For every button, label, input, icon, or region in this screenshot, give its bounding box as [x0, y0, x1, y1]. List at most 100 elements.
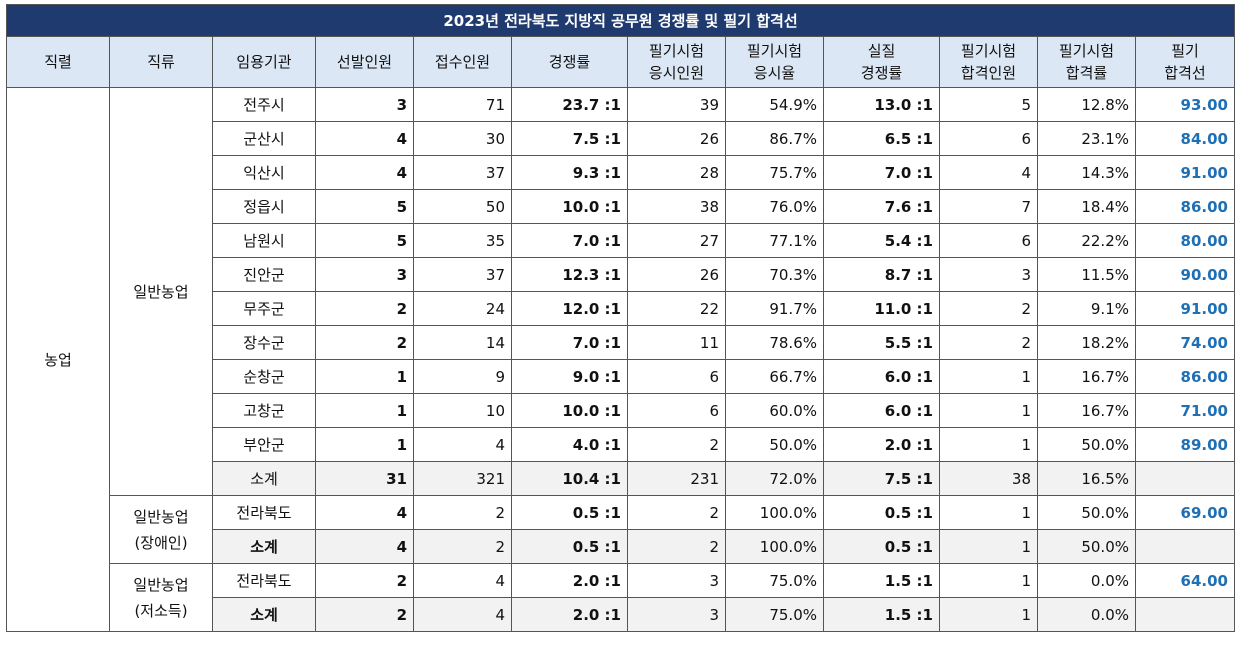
org-cell: 전라북도: [212, 495, 316, 530]
real-ratio-cell: 2.0 :1: [823, 427, 940, 462]
table-row: 순창군 1 9 9.0 :1 6 66.7% 6.0 :1 1 16.7% 86.00: [7, 359, 1235, 394]
competition-ratio-cell: 7.5 :1: [511, 121, 628, 156]
org-cell: 전라북도: [212, 563, 316, 598]
pass-rate-cell: 16.7%: [1037, 359, 1136, 394]
applicant-count-cell: 9: [413, 359, 512, 394]
pass-count-cell: 2: [939, 325, 1038, 360]
pass-rate-cell: 9.1%: [1037, 291, 1136, 326]
pass-count-cell: 4: [939, 155, 1038, 190]
column-header: 선발인원: [315, 36, 414, 88]
cutoff-score-cell: 71.00: [1135, 393, 1235, 428]
pass-rate-cell: 18.2%: [1037, 325, 1136, 360]
column-header-line1: 선발인원: [336, 53, 393, 71]
real-ratio-cell: 1.5 :1: [823, 597, 940, 632]
applicant-count-cell: 24: [413, 291, 512, 326]
table-row: 군산시 4 30 7.5 :1 26 86.7% 6.5 :1 6 23.1% 84.00: [7, 121, 1235, 156]
org-cell: 소계: [212, 461, 316, 496]
attendance-rate-cell: 70.3%: [725, 257, 824, 292]
column-header: 필기시험 응시율: [725, 36, 824, 88]
pass-count-cell: 3: [939, 257, 1038, 292]
selected-count-cell: 1: [315, 427, 414, 462]
selected-count-cell: 3: [315, 87, 414, 122]
competition-ratio-cell: 0.5 :1: [511, 495, 628, 530]
applicant-count-cell: 4: [413, 427, 512, 462]
column-header-line2: 합격선: [1164, 64, 1206, 82]
org-cell: 순창군: [212, 359, 316, 394]
pass-rate-cell: 50.0%: [1037, 529, 1136, 564]
pass-count-cell: 5: [939, 87, 1038, 122]
table-title: 2023년 전라북도 지방직 공무원 경쟁률 및 필기 합격선: [6, 4, 1235, 37]
attendance-rate-cell: 50.0%: [725, 427, 824, 462]
exam-takers-cell: 2: [627, 427, 726, 462]
selected-count-cell: 2: [315, 291, 414, 326]
competition-ratio-cell: 9.3 :1: [511, 155, 628, 190]
exam-takers-cell: 11: [627, 325, 726, 360]
column-header-line1: 실질: [867, 42, 896, 60]
real-ratio-cell: 8.7 :1: [823, 257, 940, 292]
applicant-count-cell: 37: [413, 257, 512, 292]
column-header: 접수인원: [413, 36, 512, 88]
series-cell: 농업: [6, 87, 110, 632]
column-header-line1: 직렬: [44, 53, 72, 71]
applicant-count-cell: 14: [413, 325, 512, 360]
exam-takers-cell: 231: [627, 461, 726, 496]
table-body: 농업 일반농업 전주시 3 71 23.7 :1 39 54.9% 13.0 :1 5 12.8% 9…: [6, 87, 1235, 632]
cutoff-score-cell: 69.00: [1135, 495, 1235, 530]
category-cell: 일반농업 (장애인): [109, 495, 213, 564]
exam-takers-cell: 2: [627, 529, 726, 564]
applicant-count-cell: 2: [413, 529, 512, 564]
column-header: 필기시험 합격률: [1037, 36, 1136, 88]
column-header-line1: 접수인원: [434, 53, 491, 71]
pass-rate-cell: 14.3%: [1037, 155, 1136, 190]
pass-rate-cell: 22.2%: [1037, 223, 1136, 258]
org-cell: 고창군: [212, 393, 316, 428]
column-header-line2: 합격인원: [960, 64, 1017, 82]
pass-rate-cell: 50.0%: [1037, 427, 1136, 462]
attendance-rate-cell: 75.0%: [725, 597, 824, 632]
pass-count-cell: 1: [939, 495, 1038, 530]
exam-takers-cell: 26: [627, 257, 726, 292]
pass-rate-cell: 0.0%: [1037, 563, 1136, 598]
attendance-rate-cell: 86.7%: [725, 121, 824, 156]
column-header-line1: 필기시험: [1058, 42, 1115, 60]
cutoff-score-cell: 91.00: [1135, 291, 1235, 326]
cutoff-score-cell: [1135, 461, 1235, 496]
table-row: 농업 일반농업 전주시 3 71 23.7 :1 39 54.9% 13.0 :1 5 12.8% 9…: [6, 87, 1235, 632]
attendance-rate-cell: 78.6%: [725, 325, 824, 360]
column-header-line2: 응시인원: [648, 64, 705, 82]
real-ratio-cell: 5.5 :1: [823, 325, 940, 360]
org-cell: 소계: [212, 597, 316, 632]
exam-takers-cell: 27: [627, 223, 726, 258]
competition-ratio-cell: 2.0 :1: [511, 563, 628, 598]
column-header-line2: 응시율: [753, 64, 796, 82]
competition-ratio-cell: 12.3 :1: [511, 257, 628, 292]
table-row: 부안군 1 4 4.0 :1 2 50.0% 2.0 :1 1 50.0% 89.00: [7, 427, 1235, 462]
applicant-count-cell: 30: [413, 121, 512, 156]
selected-count-cell: 2: [315, 597, 414, 632]
real-ratio-cell: 11.0 :1: [823, 291, 940, 326]
exam-takers-cell: 39: [627, 87, 726, 122]
attendance-rate-cell: 54.9%: [725, 87, 824, 122]
selected-count-cell: 5: [315, 223, 414, 258]
table-row: 익산시 4 37 9.3 :1 28 75.7% 7.0 :1 4 14.3% 91.00: [7, 155, 1235, 190]
pass-count-cell: 7: [939, 189, 1038, 224]
column-header-line1: 필기시험: [648, 42, 705, 60]
pass-count-cell: 1: [939, 427, 1038, 462]
table-row: 일반농업 (저소득) 전라북도 2 4 2.0 :1 3 75.0% 1.5 :1 1 0.0% 64…: [7, 563, 1235, 632]
real-ratio-cell: 5.4 :1: [823, 223, 940, 258]
real-ratio-cell: 6.5 :1: [823, 121, 940, 156]
selected-count-cell: 3: [315, 257, 414, 292]
pass-rate-cell: 50.0%: [1037, 495, 1136, 530]
applicant-count-cell: 321: [413, 461, 512, 496]
applicant-count-cell: 2: [413, 495, 512, 530]
applicant-count-cell: 37: [413, 155, 512, 190]
pass-count-cell: 1: [939, 393, 1038, 428]
org-cell: 진안군: [212, 257, 316, 292]
cutoff-score-cell: 74.00: [1135, 325, 1235, 360]
category-cell: 일반농업 (저소득): [109, 563, 213, 632]
pass-rate-cell: 23.1%: [1037, 121, 1136, 156]
applicant-count-cell: 4: [413, 563, 512, 598]
table-row: 남원시 5 35 7.0 :1 27 77.1% 5.4 :1 6 22.2% 80.00: [7, 223, 1235, 258]
competition-ratio-cell: 4.0 :1: [511, 427, 628, 462]
